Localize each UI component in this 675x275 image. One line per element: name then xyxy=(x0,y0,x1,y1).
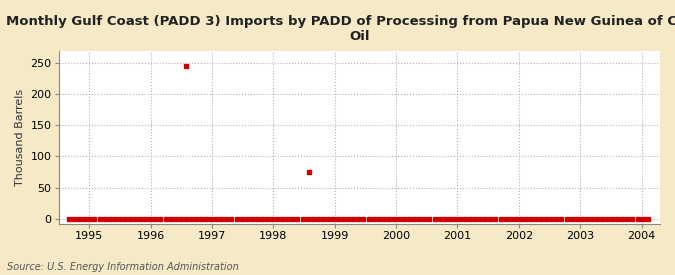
Title: Monthly Gulf Coast (PADD 3) Imports by PADD of Processing from Papua New Guinea : Monthly Gulf Coast (PADD 3) Imports by P… xyxy=(7,15,675,43)
Text: Source: U.S. Energy Information Administration: Source: U.S. Energy Information Administ… xyxy=(7,262,238,272)
Y-axis label: Thousand Barrels: Thousand Barrels xyxy=(15,89,25,186)
